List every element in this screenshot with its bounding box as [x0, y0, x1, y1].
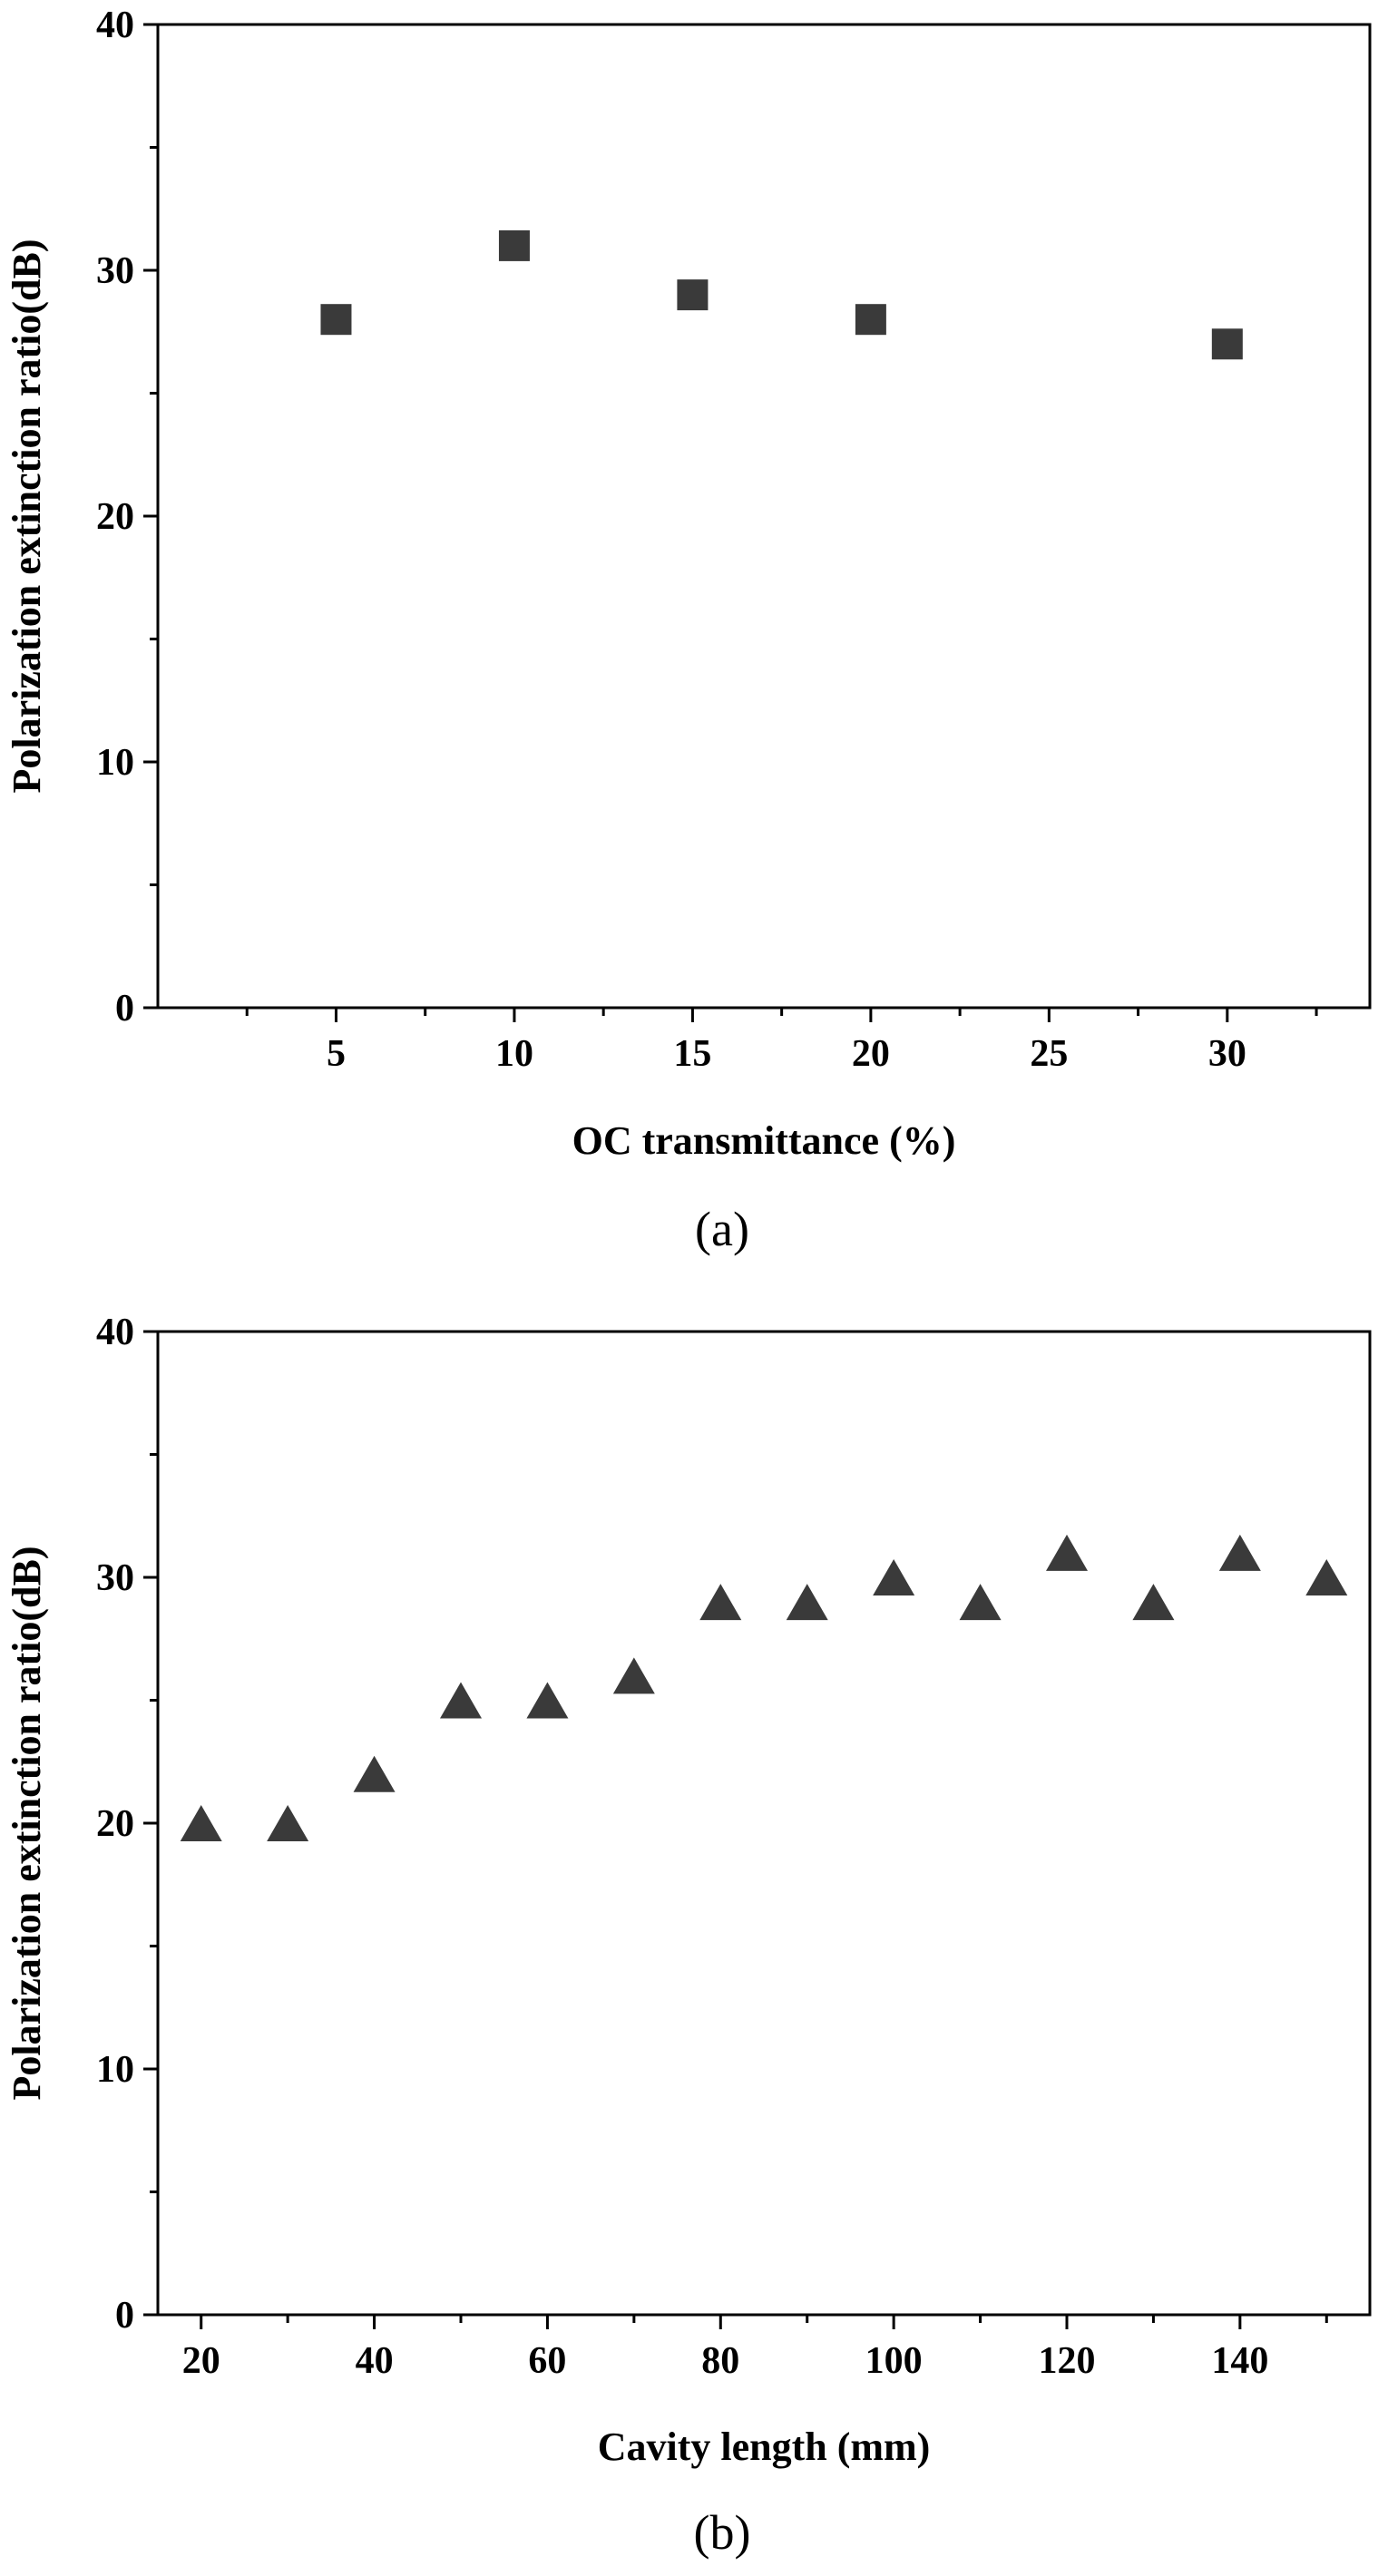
panel-b-chart: 20 40 60 80 100 120 140 0 10 20 30 40 Cavity length… [5, 1312, 1372, 2560]
panel-a-ticks [143, 23, 1318, 1022]
y-tick-label: 40 [96, 5, 134, 46]
x-tick-label: 20 [182, 2340, 220, 2382]
x-tick-label: 20 [852, 1033, 890, 1075]
y-tick-label: 0 [115, 988, 134, 1029]
panel-a-plot-frame [156, 23, 1372, 1010]
data-point-square [855, 304, 886, 336]
data-point-square [320, 304, 352, 336]
data-point-triangle [786, 1584, 828, 1621]
x-tick-label: 15 [673, 1033, 711, 1075]
data-point-triangle [612, 1657, 655, 1694]
data-point-triangle [180, 1805, 222, 1841]
x-tick-label: 100 [865, 2340, 923, 2382]
y-tick-label: 10 [96, 742, 134, 784]
panel-a-tick-labels: 5 10 15 20 25 30 0 10 20 30 40 [96, 5, 1246, 1075]
panel-a-chart: 5 10 15 20 25 30 0 10 20 30 40 OC transmittance (%… [5, 5, 1372, 1256]
x-tick-label: 120 [1039, 2340, 1096, 2382]
panel-a-x-axis-title: OC transmittance (%) [572, 1118, 956, 1163]
x-tick-label: 80 [701, 2340, 739, 2382]
panel-b-caption: (b) [694, 2505, 751, 2560]
x-tick-label: 10 [495, 1033, 533, 1075]
panel-a-caption: (a) [695, 1202, 749, 1256]
panel-b-x-axis-title: Cavity length (mm) [598, 2425, 931, 2469]
panel-b-markers [180, 1534, 1348, 1841]
data-point-triangle [959, 1584, 1002, 1621]
panel-a-y-axis-title: Polarization extinction ratio(dB) [5, 239, 49, 793]
data-point-triangle [1132, 1584, 1175, 1621]
x-tick-label: 25 [1030, 1033, 1068, 1075]
panel-b-tick-labels: 20 40 60 80 100 120 140 0 10 20 30 40 [96, 1312, 1268, 2382]
y-tick-label: 30 [96, 1557, 134, 1599]
panel-b-ticks [143, 1330, 1328, 2329]
y-tick-label: 40 [96, 1312, 134, 1353]
panel-a-markers [320, 229, 1243, 360]
data-point-triangle [353, 1755, 396, 1792]
data-point-triangle [440, 1682, 482, 1719]
panel-b-y-axis-title: Polarization extinction ratio(dB) [5, 1546, 49, 2100]
x-tick-label: 30 [1208, 1033, 1246, 1075]
x-tick-label: 140 [1211, 2340, 1268, 2382]
data-point-triangle [873, 1559, 915, 1595]
x-tick-label: 40 [356, 2340, 394, 2382]
data-point-square [498, 229, 530, 261]
y-tick-label: 20 [96, 1803, 134, 1845]
y-tick-label: 20 [96, 496, 134, 538]
data-point-triangle [526, 1682, 569, 1719]
data-point-triangle [1218, 1534, 1261, 1571]
data-point-square [677, 279, 709, 311]
data-point-square [1211, 328, 1243, 360]
panel-b-plot-frame [156, 1330, 1372, 2317]
data-point-triangle [1046, 1534, 1088, 1571]
y-tick-label: 10 [96, 2049, 134, 2091]
x-tick-label: 60 [528, 2340, 566, 2382]
y-tick-label: 0 [115, 2295, 134, 2337]
x-tick-label: 5 [327, 1033, 346, 1075]
data-point-triangle [267, 1805, 309, 1841]
data-point-triangle [1305, 1559, 1348, 1595]
y-tick-label: 30 [96, 250, 134, 292]
data-point-triangle [699, 1584, 742, 1621]
